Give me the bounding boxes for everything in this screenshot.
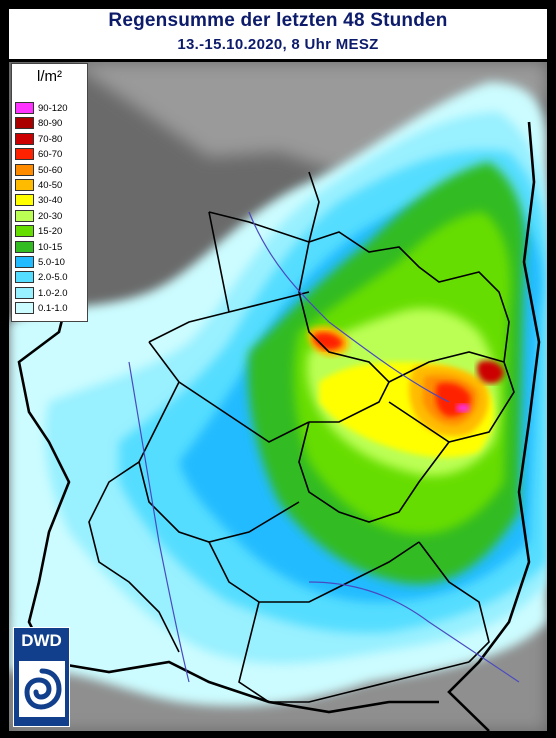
map-title: Regensumme der letzten 48 Stunden [108, 10, 448, 31]
state-borders [88, 171, 515, 703]
legend-item: 5.0-10 [15, 256, 85, 269]
legend-item: 10-15 [15, 240, 85, 254]
legend-item: 1.0-2.0 [15, 286, 85, 300]
legend-swatch [15, 117, 34, 130]
map-header: Regensumme der letzten 48 Stunden 13.-15… [9, 9, 547, 59]
legend-label: 80-90 [38, 118, 63, 130]
legend-swatch [15, 256, 34, 268]
legend-swatch [15, 132, 34, 145]
legend-swatch [15, 148, 34, 161]
legend-swatch [15, 302, 34, 315]
legend-swatch [15, 240, 34, 253]
legend-swatch [15, 271, 34, 284]
legend-item: 15-20 [15, 225, 85, 238]
legend-label: 10-15 [38, 241, 63, 253]
legend-item: 30-40 [15, 194, 85, 207]
legend-item: 60-70 [15, 148, 85, 161]
legend-item: 2.0-5.0 [15, 271, 85, 284]
dwd-swirl-icon [19, 661, 65, 717]
legend-label: 40-50 [38, 180, 63, 191]
legend-swatch [15, 163, 34, 176]
legend-item: 80-90 [15, 117, 85, 130]
rivers [128, 211, 520, 683]
precipitation-map [9, 62, 547, 731]
dwd-logo: DWD [13, 627, 70, 727]
map-subtitle: 13.-15.10.2020, 8 Uhr MESZ [177, 36, 379, 53]
precipitation-map-canvas [9, 62, 547, 731]
legend-label: 15-20 [38, 226, 63, 238]
legend-swatch [15, 209, 34, 222]
precipitation-legend: l/m² 90-120 80-90 70-80 60-70 50-60 40-50 30-4… [11, 63, 88, 322]
legend-label: 5.0-10 [38, 257, 65, 268]
legend-label: 20-30 [38, 210, 63, 222]
legend-item: 70-80 [15, 132, 85, 146]
legend-label: 2.0-5.0 [38, 272, 68, 284]
legend-label: 90-120 [38, 103, 68, 114]
legend-label: 70-80 [38, 133, 63, 145]
rainfall-field [9, 82, 547, 706]
legend-swatch [15, 286, 34, 299]
dwd-logo-text: DWD [21, 631, 62, 650]
legend-item: 50-60 [15, 163, 85, 177]
legend-item: 90-120 [15, 102, 85, 115]
legend-label: 30-40 [38, 195, 63, 207]
legend-unit: l/m² [37, 68, 62, 85]
legend-label: 0.1-1.0 [38, 303, 68, 315]
legend-swatch [15, 179, 34, 191]
legend-label: 50-60 [38, 164, 63, 176]
legend-swatch [15, 102, 34, 114]
legend-item: 40-50 [15, 179, 85, 192]
legend-item: 0.1-1.0 [15, 302, 85, 315]
country-border [17, 121, 541, 731]
legend-swatch [15, 225, 34, 238]
legend-label: 60-70 [38, 149, 63, 161]
legend-swatch [15, 194, 34, 207]
legend-label: 1.0-2.0 [38, 287, 68, 299]
sea-area [69, 62, 547, 172]
legend-item: 20-30 [15, 209, 85, 223]
